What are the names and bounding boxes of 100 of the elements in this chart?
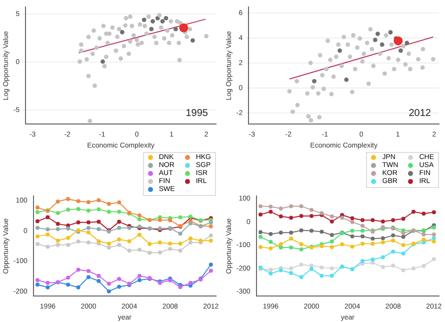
- point: [86, 269, 90, 273]
- point: [117, 226, 122, 230]
- point: [127, 248, 132, 253]
- point: [158, 240, 162, 244]
- point: [299, 204, 304, 208]
- point: [422, 212, 426, 216]
- point: [35, 226, 40, 230]
- point: [35, 206, 40, 210]
- point: [268, 232, 273, 236]
- point: [131, 33, 136, 38]
- point: [360, 234, 364, 238]
- point: [79, 42, 84, 47]
- point: [170, 33, 174, 38]
- point: [96, 274, 101, 278]
- point: [401, 44, 406, 48]
- point: [92, 83, 97, 88]
- point: [432, 236, 436, 240]
- point: [106, 289, 111, 294]
- point: [155, 16, 160, 20]
- point: [128, 14, 132, 19]
- point: [46, 244, 50, 249]
- point: [148, 250, 152, 255]
- point: [406, 52, 411, 56]
- point: [420, 65, 425, 70]
- point: [208, 268, 213, 273]
- point: [305, 91, 310, 96]
- point: [137, 278, 142, 282]
- point: [137, 274, 142, 278]
- point: [384, 33, 388, 38]
- point: [350, 220, 354, 224]
- point: [96, 227, 101, 232]
- point: [432, 226, 436, 230]
- point: [360, 224, 364, 228]
- point: [382, 71, 387, 76]
- point: [35, 219, 40, 224]
- point: [278, 268, 283, 272]
- point: [164, 16, 168, 20]
- point: [432, 239, 436, 244]
- point: [56, 211, 60, 216]
- point: [35, 210, 40, 214]
- point: [168, 242, 172, 246]
- point: [86, 74, 91, 78]
- point: [86, 230, 90, 234]
- point: [416, 57, 420, 62]
- point: [122, 44, 126, 48]
- point: [358, 36, 362, 41]
- point: [289, 266, 294, 270]
- point: [370, 46, 374, 52]
- point: [432, 210, 436, 214]
- point: [86, 226, 90, 230]
- point: [46, 232, 50, 237]
- point: [35, 282, 40, 287]
- point: [401, 234, 406, 239]
- point: [116, 26, 122, 32]
- point: [127, 239, 132, 244]
- point: [178, 248, 182, 253]
- point: [150, 19, 155, 24]
- point: [320, 274, 324, 278]
- point: [360, 59, 365, 64]
- point: [268, 204, 273, 209]
- point: [86, 208, 90, 213]
- point: [278, 245, 283, 250]
- point: [350, 90, 354, 94]
- point: [289, 204, 294, 208]
- point: [392, 66, 396, 72]
- point: [166, 40, 172, 46]
- point: [35, 234, 40, 238]
- point: [97, 36, 102, 41]
- point: [188, 280, 192, 285]
- point: [278, 230, 283, 235]
- point: [328, 58, 333, 62]
- point: [380, 236, 385, 240]
- point: [158, 25, 164, 30]
- point: [295, 102, 300, 108]
- point: [101, 24, 106, 28]
- point: [378, 52, 382, 56]
- point: [330, 245, 334, 250]
- point: [268, 271, 273, 276]
- point: [308, 60, 313, 66]
- point: [158, 218, 162, 222]
- point: [330, 239, 334, 244]
- point: [76, 240, 80, 244]
- point: [117, 276, 122, 281]
- point: [134, 38, 139, 42]
- point: [401, 268, 406, 272]
- point: [312, 78, 316, 84]
- point: [290, 109, 295, 114]
- point: [339, 64, 344, 68]
- point: [106, 282, 111, 286]
- point: [366, 81, 371, 86]
- point: [330, 266, 334, 270]
- point: [88, 118, 92, 124]
- point: [136, 42, 140, 47]
- point: [190, 38, 195, 43]
- point: [56, 199, 60, 204]
- point: [104, 31, 108, 36]
- point: [115, 34, 120, 40]
- point: [350, 216, 354, 220]
- point: [318, 53, 322, 58]
- point: [344, 77, 349, 82]
